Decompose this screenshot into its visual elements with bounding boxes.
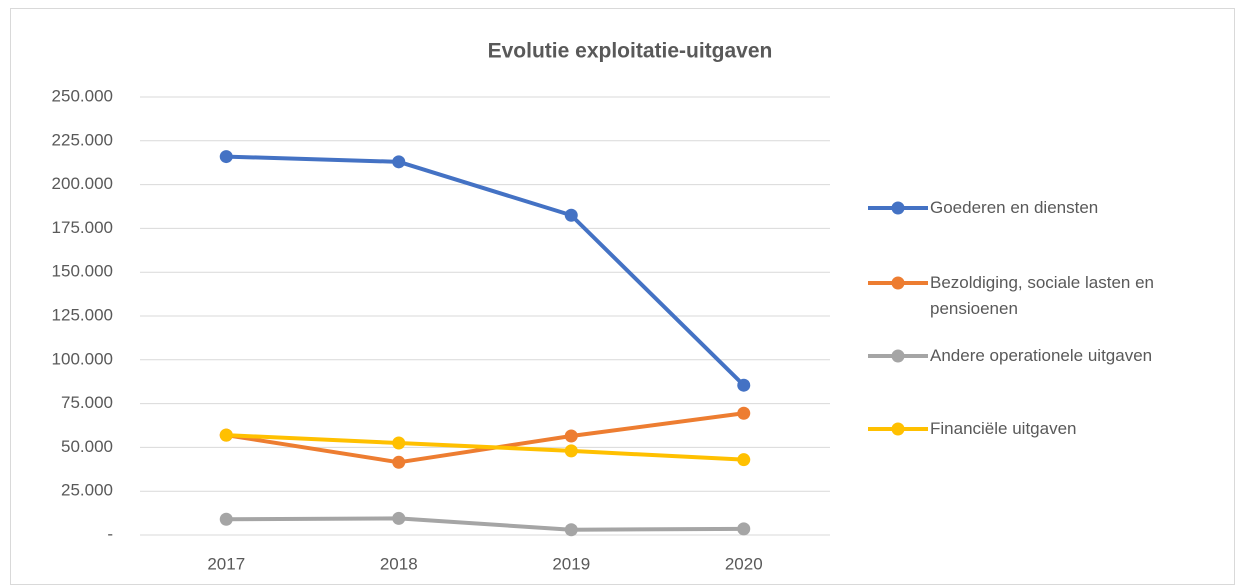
y-tick-label: 50.000 bbox=[61, 437, 113, 456]
data-point bbox=[219, 428, 233, 442]
data-point bbox=[737, 522, 751, 536]
data-point bbox=[564, 523, 578, 537]
legend-label: Bezoldiging, sociale lasten en pensioene… bbox=[930, 273, 1154, 318]
legend-marker bbox=[891, 201, 905, 215]
y-tick-label: 150.000 bbox=[52, 262, 113, 281]
series-line bbox=[226, 516, 744, 532]
legend-label: Financiële uitgaven bbox=[930, 419, 1077, 438]
data-point bbox=[737, 378, 751, 392]
legend-marker bbox=[891, 422, 905, 436]
y-tick-label: 225.000 bbox=[52, 130, 113, 149]
legend-label: Andere operationele uitgaven bbox=[930, 346, 1153, 365]
series-line bbox=[225, 411, 745, 465]
legend-label: Goederen en diensten bbox=[930, 198, 1099, 217]
x-tick-label: 2019 bbox=[552, 554, 590, 573]
data-point bbox=[392, 436, 406, 450]
data-point bbox=[219, 512, 233, 526]
y-tick-label: 125.000 bbox=[52, 305, 113, 324]
x-tick-label: 2018 bbox=[380, 554, 418, 573]
y-tick-label: 100.000 bbox=[52, 349, 113, 368]
series-line bbox=[226, 154, 746, 387]
y-tick-label: 175.000 bbox=[52, 218, 113, 237]
data-point bbox=[564, 444, 578, 458]
legend-marker bbox=[891, 349, 905, 363]
data-point bbox=[392, 455, 406, 469]
data-point bbox=[564, 208, 578, 222]
series-line bbox=[226, 433, 744, 462]
x-tick-label: 2020 bbox=[725, 554, 763, 573]
data-point bbox=[564, 429, 578, 443]
legend-marker bbox=[891, 276, 905, 290]
y-tick-label: - bbox=[107, 524, 113, 543]
data-point bbox=[219, 150, 233, 164]
x-tick-label: 2017 bbox=[207, 554, 245, 573]
data-point bbox=[737, 453, 751, 467]
y-tick-label: 25.000 bbox=[61, 481, 113, 500]
chart-title: Evolutie exploitatie-uitgaven bbox=[488, 40, 773, 63]
y-tick-label: 200.000 bbox=[52, 174, 113, 193]
data-point bbox=[737, 406, 751, 420]
y-tick-label: 250.000 bbox=[52, 86, 113, 105]
data-point bbox=[392, 511, 406, 525]
y-tick-label: 75.000 bbox=[61, 393, 113, 412]
data-point bbox=[392, 155, 406, 169]
chart-frame bbox=[10, 8, 1235, 585]
